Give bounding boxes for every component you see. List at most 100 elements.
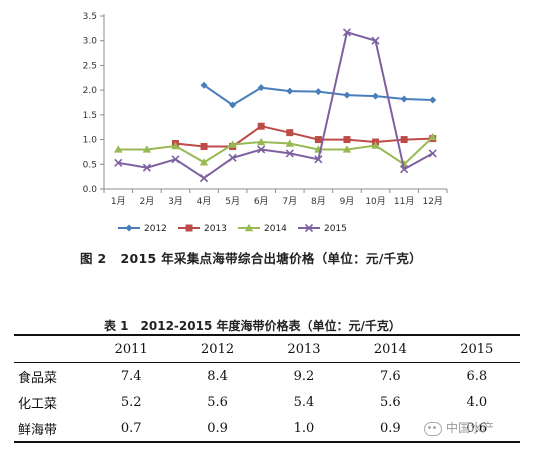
header-cell: 2011 bbox=[88, 334, 175, 363]
data-point bbox=[400, 165, 409, 174]
x-tick-label: 8月 bbox=[311, 196, 326, 207]
table-cell: 8.4 bbox=[207, 368, 228, 384]
header-cell: 2015 bbox=[433, 334, 520, 363]
data-point bbox=[257, 145, 266, 154]
data-point bbox=[228, 140, 237, 148]
figure-number: 图 2 bbox=[80, 251, 107, 266]
legend-label: 2012 bbox=[144, 224, 167, 234]
data-point bbox=[314, 155, 323, 164]
data-point bbox=[257, 122, 265, 130]
data-point bbox=[400, 136, 408, 144]
table-cell: 0.7 bbox=[88, 415, 175, 443]
table-cell: 9.2 bbox=[293, 368, 315, 384]
table-cell: 5.6 bbox=[380, 394, 401, 410]
table-cell: 0.6 bbox=[433, 415, 520, 443]
legend-item-2015: 2015 bbox=[298, 223, 347, 234]
data-point bbox=[371, 36, 380, 45]
row-label: 化工菜 bbox=[18, 396, 58, 412]
y-tick-label: 1.0 bbox=[83, 136, 98, 146]
header-cell bbox=[14, 334, 88, 363]
legend-marker bbox=[125, 224, 133, 232]
series-2014 bbox=[114, 132, 437, 168]
figure-caption: 图 2 2015 年采集点海带综合出塘价格（单位：元/千克） bbox=[80, 248, 436, 267]
data-point bbox=[343, 136, 351, 144]
legend-label: 2014 bbox=[264, 224, 287, 234]
row-label: 食品菜 bbox=[18, 370, 58, 386]
x-tick-label: 2月 bbox=[140, 196, 155, 207]
data-point bbox=[400, 95, 408, 103]
y-tick-label: 2.0 bbox=[83, 86, 98, 96]
watermark: 中国水产 bbox=[424, 419, 494, 436]
data-point bbox=[314, 136, 322, 144]
data-point bbox=[285, 149, 294, 158]
x-tick-label: 9月 bbox=[340, 196, 355, 207]
table-row: 鲜海带 0.7 0.9 1.0 0.9 0.6 bbox=[14, 415, 520, 443]
series-line bbox=[118, 136, 434, 166]
data-point bbox=[114, 158, 123, 167]
data-point bbox=[199, 158, 209, 166]
data-point bbox=[200, 81, 208, 89]
data-point bbox=[399, 160, 409, 168]
wechat-icon bbox=[424, 421, 442, 436]
data-point bbox=[428, 132, 437, 141]
data-point bbox=[199, 174, 209, 183]
data-point bbox=[257, 137, 266, 146]
table-row: 化工菜 5.2 5.6 5.4 5.6 4.0 bbox=[14, 389, 520, 415]
data-point bbox=[142, 163, 151, 172]
legend-item-2012: 2012 bbox=[118, 224, 167, 234]
x-tick-label: 11月 bbox=[394, 196, 414, 207]
x-tick-label: 5月 bbox=[225, 196, 240, 207]
x-tick-label: 1月 bbox=[111, 196, 126, 207]
header-cell: 2014 bbox=[347, 334, 434, 363]
line-chart: 0.0 0.5 1.0 1.5 2.0 2.5 3.0 3.5 1月 2月 3月 4月 5月 6月 7月 8… bbox=[83, 12, 448, 234]
y-tick-label: 3.5 bbox=[83, 12, 97, 22]
y-tick-label: 0.5 bbox=[83, 160, 97, 170]
data-point bbox=[371, 141, 380, 149]
table-cell: 6.8 bbox=[466, 368, 488, 384]
table-cell: 7.6 bbox=[380, 368, 401, 384]
x-tick-label: 6月 bbox=[254, 196, 269, 207]
data-point bbox=[257, 84, 265, 92]
row-label: 鲜海带 bbox=[14, 415, 88, 443]
table-title-text: 2012-2015 年度海带价格表（单位：元/千克） bbox=[140, 319, 401, 333]
table-cell: 7.4 bbox=[120, 368, 142, 384]
series-line bbox=[175, 125, 433, 148]
data-point bbox=[171, 155, 180, 164]
legend-marker bbox=[185, 224, 193, 232]
data-point bbox=[428, 149, 437, 158]
data-point bbox=[343, 91, 351, 99]
data-point bbox=[228, 153, 237, 162]
data-point bbox=[142, 145, 152, 153]
series-line bbox=[118, 31, 434, 180]
series-2015 bbox=[114, 28, 437, 183]
data-point bbox=[286, 87, 294, 95]
y-tick-label: 3.0 bbox=[83, 37, 98, 47]
data-point bbox=[285, 139, 294, 147]
figure-caption-text: 2015 年采集点海带综合出塘价格（单位：元/千克） bbox=[120, 251, 422, 266]
table-cell: 5.2 bbox=[120, 394, 142, 410]
data-point bbox=[372, 92, 380, 100]
y-tick-label: 2.5 bbox=[83, 61, 97, 71]
series-layer bbox=[114, 28, 437, 183]
table-cell: 4.0 bbox=[466, 394, 488, 410]
x-tick-label: 4月 bbox=[197, 196, 212, 207]
legend-marker bbox=[244, 223, 254, 232]
table-row: 食品菜 7.4 8.4 9.2 7.6 6.8 bbox=[14, 363, 520, 390]
data-point bbox=[429, 96, 437, 104]
legend: 2012 2013 2014 2015 bbox=[118, 223, 347, 234]
y-tick-label: 1.5 bbox=[83, 111, 97, 121]
data-point bbox=[171, 141, 180, 150]
data-point bbox=[286, 129, 294, 137]
x-tick-label: 3月 bbox=[168, 196, 183, 207]
y-tick-label: 0.0 bbox=[83, 185, 98, 195]
legend-item-2014: 2014 bbox=[238, 223, 287, 234]
x-tick-label: 10月 bbox=[365, 196, 385, 207]
data-point bbox=[342, 28, 352, 37]
data-point bbox=[200, 142, 208, 150]
table-header-row: 2011 2012 2013 2014 2015 bbox=[14, 334, 520, 363]
legend-marker bbox=[304, 223, 314, 233]
data-point bbox=[314, 88, 322, 96]
table-title: 表 1 2012-2015 年度海带价格表（单位：元/千克） bbox=[104, 317, 413, 334]
series-2012 bbox=[200, 81, 437, 109]
x-tick-label: 7月 bbox=[282, 196, 297, 207]
